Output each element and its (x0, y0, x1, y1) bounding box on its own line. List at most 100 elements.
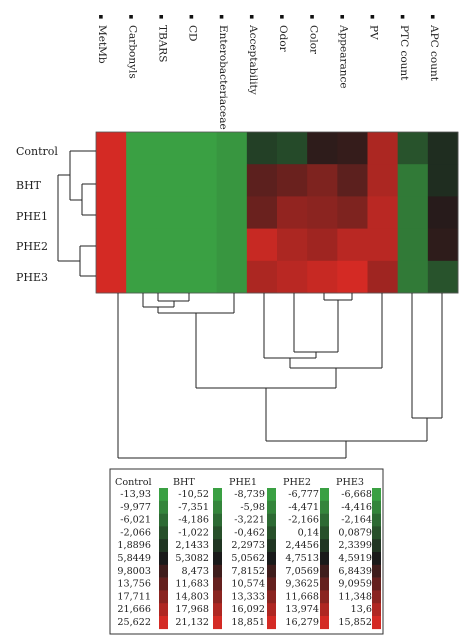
legend-value: 0,14 (298, 527, 319, 538)
legend-value: -13,93 (120, 489, 151, 500)
legend-swatch (267, 564, 276, 578)
legend-swatch (372, 603, 381, 617)
legend-swatch (320, 539, 329, 553)
column-label: TBARS (156, 25, 168, 62)
legend-value: -2,066 (120, 527, 151, 538)
legend-value: 11,668 (285, 591, 319, 602)
column-label: CD (187, 25, 199, 41)
row-label: Control (16, 145, 58, 158)
legend-swatch (372, 526, 381, 540)
heatmap-cell (277, 228, 308, 262)
heatmap-cell (186, 228, 218, 262)
column-dendrogram (117, 293, 443, 459)
legend-value: 8,473 (182, 566, 209, 577)
column-marker (280, 15, 284, 19)
legend-value: 25,622 (117, 617, 151, 628)
column-marker (189, 15, 194, 19)
legend-swatch (267, 603, 276, 617)
heatmap-cell (156, 164, 187, 197)
legend-swatch (320, 552, 329, 566)
legend-swatch (372, 500, 381, 514)
heatmap-cell (307, 132, 338, 165)
heatmap-cell (427, 164, 459, 197)
legend-value: 1,8896 (117, 540, 151, 551)
legend-value: -4,471 (288, 502, 319, 513)
legend-swatch (213, 603, 222, 617)
legend-swatch (159, 500, 168, 514)
legend-value: -10,52 (178, 489, 209, 500)
legend-swatch (320, 500, 329, 514)
legend-swatch (320, 590, 329, 604)
legend-swatch (267, 500, 276, 514)
column-label: Appearance (337, 24, 349, 89)
heatmap-cell (186, 260, 218, 294)
legend-value: -6,021 (120, 515, 151, 526)
heatmap-cell (126, 196, 157, 229)
heatmap-cell (186, 196, 218, 229)
column-marker (129, 15, 133, 19)
legend-value: 21,666 (117, 604, 151, 615)
heatmap-cell (156, 196, 187, 229)
heatmap-cell (397, 132, 429, 165)
legend-value: 2,3399 (338, 540, 372, 551)
heatmap-cell (216, 132, 248, 165)
column-marker (310, 15, 314, 19)
legend-value: 5,0562 (231, 553, 265, 564)
legend-value: 14,803 (175, 591, 209, 602)
heatmap-cell (427, 196, 459, 229)
heatmap-cell (307, 228, 338, 262)
heatmap-cell (367, 228, 399, 262)
legend-swatch (372, 577, 381, 591)
legend-swatch (213, 590, 222, 604)
heatmap-cell (96, 228, 127, 262)
column-marker (99, 15, 103, 19)
legend-value: 2,4456 (285, 540, 319, 551)
heatmap-cell (96, 260, 127, 294)
heatmap-cells (96, 132, 459, 294)
legend-box (109, 468, 384, 635)
legend-swatch (213, 513, 222, 527)
legend-swatch (267, 577, 276, 591)
legend-swatch (372, 590, 381, 604)
legend-swatch (372, 539, 381, 553)
column-marker (430, 15, 435, 19)
row-label: BHT (16, 179, 42, 192)
legend-header: PHE1 (229, 477, 257, 488)
legend-value: 13,756 (117, 579, 151, 590)
legend-value: -3,221 (234, 515, 265, 526)
legend-swatch (213, 616, 222, 630)
legend-swatch (372, 564, 381, 578)
legend-value: 10,574 (231, 579, 265, 590)
legend-swatch (320, 564, 329, 578)
heatmap-cell (156, 228, 187, 262)
column-label: APC count (428, 24, 440, 82)
legend-value: -6,668 (341, 489, 372, 500)
legend-value: 9,0959 (338, 579, 372, 590)
legend-swatch (267, 526, 276, 540)
heatmap-cell (277, 260, 308, 294)
legend-value: -6,777 (288, 489, 319, 500)
column-label: MetMb (96, 25, 108, 64)
column-label: Enterobacteriaceae (217, 25, 229, 130)
heatmap-cell (427, 228, 459, 262)
legend-swatch (267, 552, 276, 566)
legend-swatch (267, 488, 276, 502)
legend-swatch (213, 526, 222, 540)
legend-value: 6,8439 (338, 566, 372, 577)
legend-swatch (320, 488, 329, 502)
heatmap-cell (246, 196, 278, 229)
heatmap-cell (126, 228, 157, 262)
heatmap-cell (186, 164, 218, 197)
heatmap-cell (397, 196, 429, 229)
legend-swatch (320, 526, 329, 540)
legend-swatch (159, 526, 168, 540)
legend-swatch (372, 488, 381, 502)
legend-value: 21,132 (175, 617, 209, 628)
legend-header: Control (115, 477, 152, 488)
row-label: PHE1 (16, 210, 48, 223)
column-marker (219, 15, 224, 19)
legend-value: 17,968 (175, 604, 209, 615)
legend-value: 5,3082 (175, 553, 209, 564)
column-label: PTC count (398, 25, 410, 81)
